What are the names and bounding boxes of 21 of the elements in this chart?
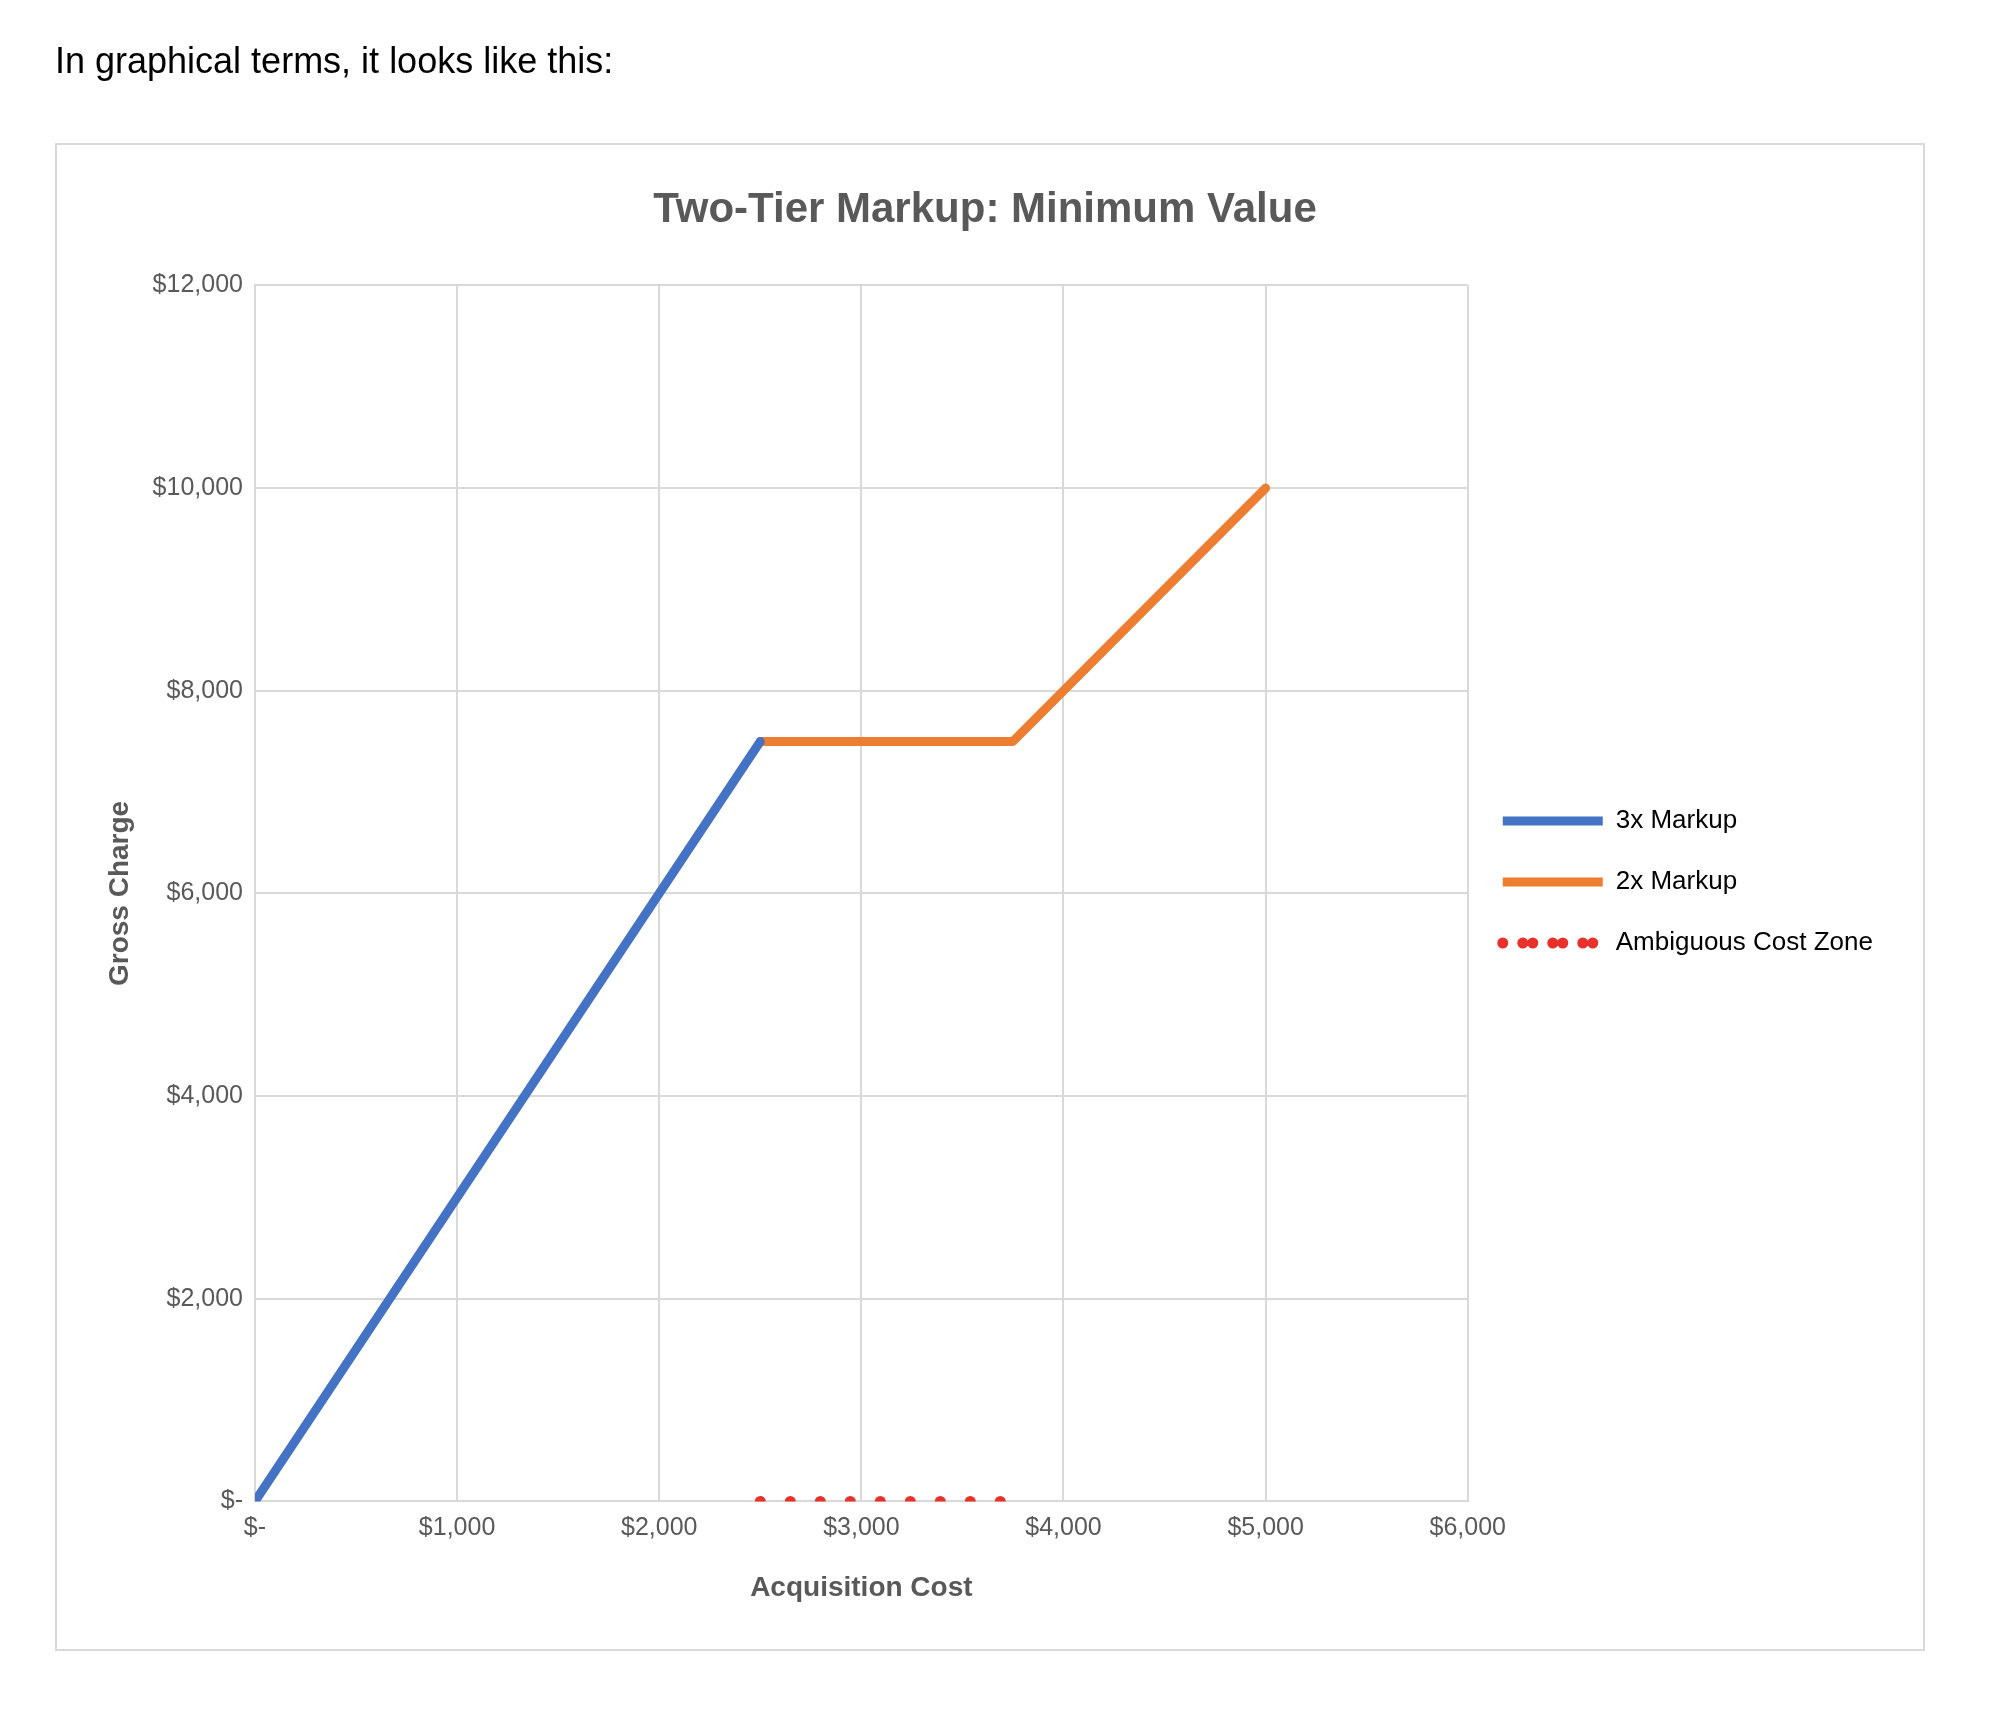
x-tick-label: $3,000 [823,1512,900,1541]
y-tick-label: $6,000 [166,877,243,906]
x-tick-label: $5,000 [1227,1512,1304,1541]
y-tick-label: $8,000 [166,674,243,703]
x-tick-label: $6,000 [1429,1512,1506,1541]
y-tick-label: $2,000 [166,1282,243,1311]
x-tick-label: $4,000 [1025,1512,1102,1541]
y-tick-label: $4,000 [166,1079,243,1108]
legend-label: 2x Markup [1615,865,1738,896]
y-tick-label: $- [220,1485,243,1514]
y-tick-label: $10,000 [152,471,243,500]
legend-label: 3x Markup [1615,804,1738,835]
y-axis-title: Gross Charge [102,800,134,986]
text: In graphical terms, it looks like this: [55,40,614,82]
legend-label: Ambiguous Cost Zone [1615,926,1873,957]
x-tick-label: $1,000 [418,1512,496,1541]
x-tick-label: $- [243,1512,267,1541]
y-tick-label: $12,000 [152,269,243,298]
x-tick-label: $2,000 [621,1512,698,1541]
x-axis-title: Acquisition Cost [750,1570,973,1602]
chart-title: Two-Tier Markup: Minimum Value [653,183,1317,231]
